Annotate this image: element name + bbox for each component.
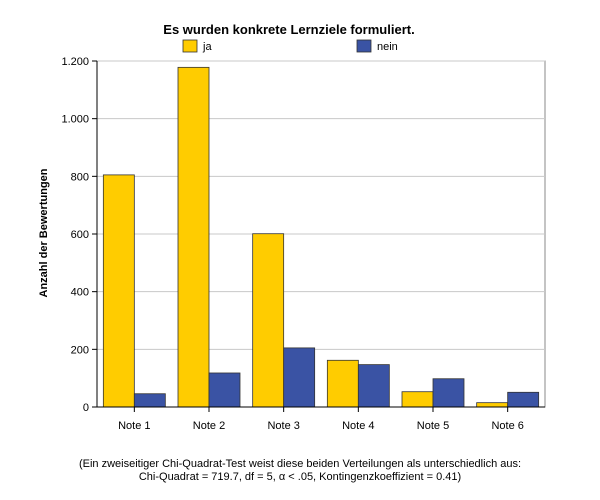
x-tick-label: Note 3 xyxy=(267,420,299,432)
x-tick-label: Note 2 xyxy=(193,420,225,432)
x-tick-label: Note 5 xyxy=(417,420,449,432)
y-tick-label: 1.200 xyxy=(61,56,89,68)
y-tick-label: 0 xyxy=(83,402,89,414)
x-tick-label: Note 4 xyxy=(342,420,374,432)
y-tick-label: 800 xyxy=(71,171,89,183)
footnote: (Ein zweiseitiger Chi-Quadrat-Test weist… xyxy=(0,458,600,484)
plot-area: 0 200 400 600 800 1.000 1.200 Note 1 Note 2 Note … xyxy=(61,56,546,432)
bar-ja-5 xyxy=(401,391,434,408)
legend-label-nein: nein xyxy=(377,41,398,53)
x-tick-label: Note 1 xyxy=(118,420,150,432)
bar-ja-1 xyxy=(102,174,135,408)
bar-ja-4 xyxy=(326,359,359,408)
y-tick-label: 1.000 xyxy=(61,114,89,126)
bar-nein-1 xyxy=(133,393,166,408)
legend-swatch-ja xyxy=(182,39,198,53)
bar-ja-2 xyxy=(177,66,210,408)
bar-nein-5 xyxy=(432,378,465,408)
y-tick-label: 200 xyxy=(71,344,89,356)
legend-swatch-nein xyxy=(356,39,372,53)
chart-title: Es wurden konkrete Lernziele formuliert. xyxy=(163,22,414,37)
bar-nein-2 xyxy=(208,372,241,408)
y-axis-label: Anzahl der Bewertungen xyxy=(38,168,50,297)
bar-ja-6 xyxy=(476,402,509,408)
bar-nein-3 xyxy=(283,347,316,408)
legend-label-ja: ja xyxy=(202,41,212,53)
bar-nein-6 xyxy=(507,391,540,408)
bar-ja-3 xyxy=(252,233,285,408)
x-tick-label: Note 6 xyxy=(491,420,523,432)
y-tick-label: 400 xyxy=(71,287,89,299)
footnote-line-1: (Ein zweiseitiger Chi-Quadrat-Test weist… xyxy=(78,458,522,470)
bar-nein-4 xyxy=(357,364,390,408)
footnote-line-2: Chi-Quadrat = 719.7, df = 5, α < .05, Ko… xyxy=(138,471,462,483)
y-tick-label: 600 xyxy=(71,229,89,241)
legend: ja nein xyxy=(182,39,398,53)
